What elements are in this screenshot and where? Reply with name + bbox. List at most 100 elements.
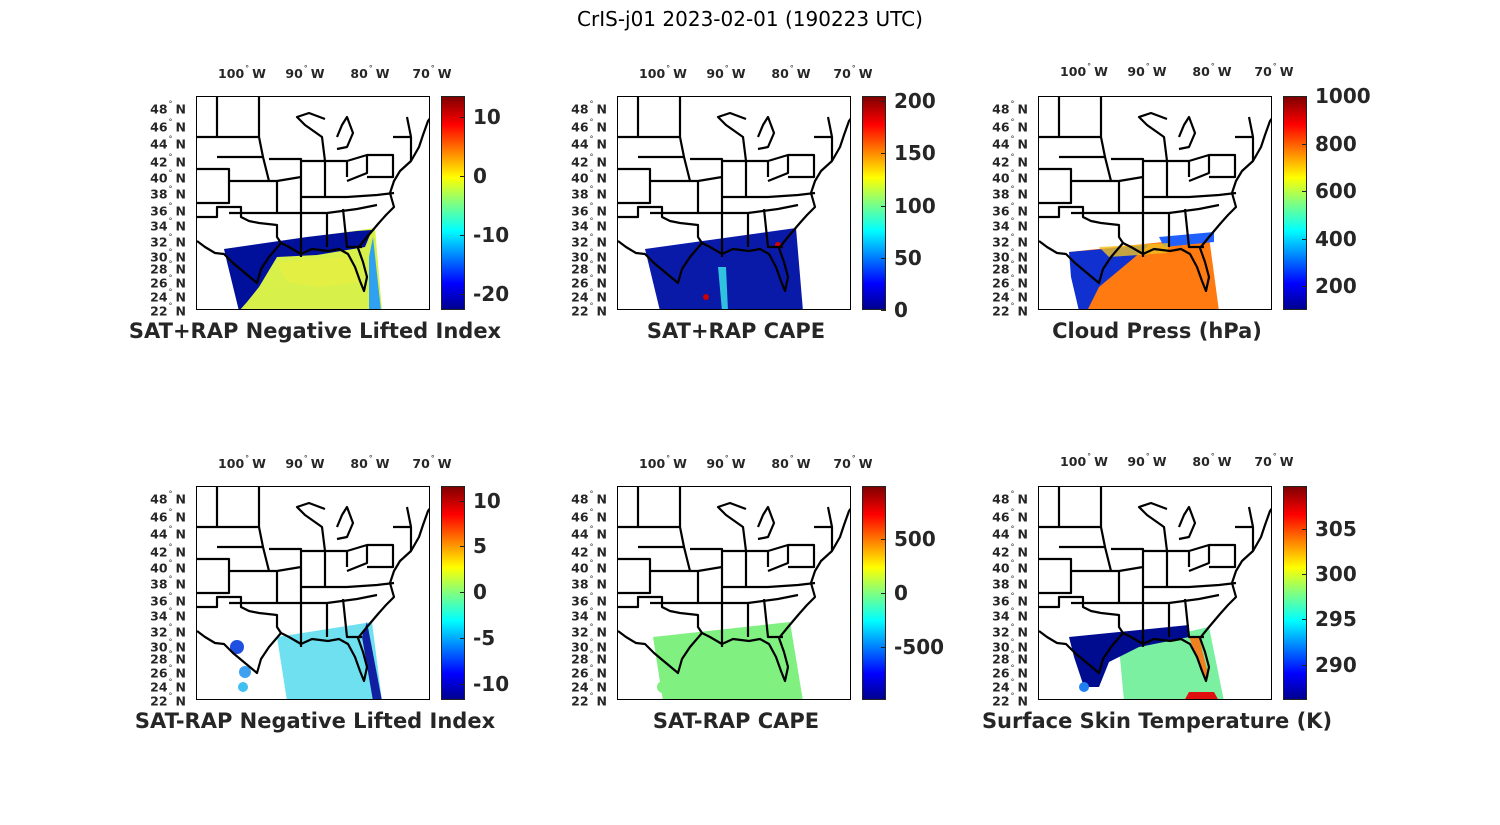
latitude-suffix: N <box>175 593 186 609</box>
latitude-suffix: N <box>175 608 186 624</box>
latitude-label: 24° N <box>150 677 186 695</box>
map-axes <box>196 96 430 310</box>
colorbar-tick-mark <box>881 539 886 540</box>
latitude-value: 30 <box>150 249 168 265</box>
latitude-suffix: N <box>1017 154 1028 170</box>
latitude-value: 24 <box>150 289 168 305</box>
latitude-suffix: N <box>1017 289 1028 305</box>
longitude-value: 100 <box>1060 454 1087 469</box>
latitude-suffix: N <box>175 639 186 655</box>
latitude-label: 40° N <box>571 558 607 576</box>
latitude-label: 44° N <box>150 134 186 152</box>
longitude-value: 100 <box>218 456 245 471</box>
data-swath <box>230 622 382 699</box>
latitude-label: 28° N <box>150 259 186 277</box>
latitude-suffix: N <box>596 289 607 305</box>
latitude-label: 28° N <box>992 259 1028 277</box>
latitude-suffix: N <box>596 639 607 655</box>
latitude-value: 42 <box>150 154 168 170</box>
latitude-value: 48 <box>150 491 168 507</box>
latitude-suffix: N <box>1017 303 1028 319</box>
latitude-value: 40 <box>150 170 168 186</box>
longitude-value: 100 <box>639 456 666 471</box>
latitude-label: 32° N <box>571 232 607 250</box>
latitude-value: 42 <box>571 544 589 560</box>
colorbar-tick-label: 290 <box>1315 652 1357 677</box>
latitude-suffix: N <box>1017 234 1028 250</box>
figure-title: CrIS-j01 2023-02-01 (190223 UTC) <box>577 7 923 31</box>
latitude-suffix: N <box>175 249 186 265</box>
longitude-label: 90° W <box>1127 452 1167 469</box>
latitude-suffix: N <box>1017 665 1028 681</box>
longitude-value: 70 <box>833 456 851 471</box>
colorbar-tick-mark <box>460 546 465 548</box>
colorbar-tick-label: 150 <box>894 141 936 166</box>
latitude-suffix: N <box>596 101 607 117</box>
colorbar-tick-label: 400 <box>1315 226 1357 251</box>
longitude-suffix: W <box>437 66 452 81</box>
longitude-label: 70° W <box>833 454 873 471</box>
longitude-value: 80 <box>771 456 789 471</box>
latitude-value: 22 <box>571 693 589 709</box>
latitude-value: 38 <box>150 186 168 202</box>
latitude-label: 22° N <box>150 691 186 709</box>
longitude-value: 80 <box>1192 454 1210 469</box>
latitude-label: 28° N <box>992 649 1028 667</box>
longitude-label: 90° W <box>706 64 746 81</box>
latitude-suffix: N <box>596 275 607 291</box>
colorbar-tick-label: -10 <box>473 223 510 248</box>
longitude-suffix: W <box>731 66 746 81</box>
panel-title: Cloud Press (hPa) <box>1052 319 1262 343</box>
longitude-suffix: W <box>1279 454 1294 469</box>
latitude-value: 24 <box>992 679 1010 695</box>
colorbar-tick-mark <box>1302 528 1307 530</box>
latitude-suffix: N <box>596 576 607 592</box>
latitude-suffix: N <box>175 275 186 291</box>
latitude-suffix: N <box>596 170 607 186</box>
latitude-suffix: N <box>596 693 607 709</box>
latitude-value: 24 <box>992 289 1010 305</box>
latitude-label: 32° N <box>150 232 186 250</box>
latitude-value: 38 <box>571 186 589 202</box>
colorbar-tick-label: 0 <box>473 164 487 189</box>
map-panel: 100° W 90° W 80° W 70° W 48° N 46° N 44° N 42° N 40° N 38°… <box>942 60 1412 360</box>
latitude-suffix: N <box>1017 218 1028 234</box>
latitude-label: 38° N <box>571 574 607 592</box>
panel-title: SAT-RAP CAPE <box>652 709 820 733</box>
latitude-value: 48 <box>992 491 1010 507</box>
latitude-label: 36° N <box>992 201 1028 219</box>
latitude-suffix: N <box>1017 186 1028 202</box>
colorbar-tick-mark <box>1302 143 1307 145</box>
latitude-suffix: N <box>175 154 186 170</box>
latitude-label: 38° N <box>992 574 1028 592</box>
latitude-label: 42° N <box>150 152 186 170</box>
latitude-label: 30° N <box>992 637 1028 655</box>
us-state-map <box>197 97 429 309</box>
latitude-label: 44° N <box>571 134 607 152</box>
latitude-value: 22 <box>150 693 168 709</box>
longitude-value: 90 <box>285 456 303 471</box>
latitude-suffix: N <box>596 203 607 219</box>
latitude-suffix: N <box>1017 136 1028 152</box>
latitude-label: 44° N <box>992 134 1028 152</box>
longitude-suffix: W <box>310 456 325 471</box>
latitude-label: 34° N <box>992 606 1028 624</box>
latitude-label: 28° N <box>571 259 607 277</box>
latitude-label: 36° N <box>571 201 607 219</box>
colorbar-tick-label: -5 <box>473 626 496 651</box>
colorbar-tick-label: 500 <box>894 527 936 551</box>
longitude-suffix: W <box>1094 454 1108 469</box>
map-axes <box>1038 96 1272 310</box>
latitude-value: 48 <box>992 101 1010 117</box>
latitude-suffix: N <box>596 154 607 170</box>
latitude-suffix: N <box>175 679 186 695</box>
latitude-suffix: N <box>1017 624 1028 640</box>
colorbar-tick-label: 0 <box>894 581 908 605</box>
latitude-label: 40° N <box>150 168 186 186</box>
latitude-suffix: N <box>175 261 186 277</box>
longitude-suffix: W <box>1152 64 1167 79</box>
latitude-value: 42 <box>992 154 1010 170</box>
colorbar-tick-mark <box>881 593 886 594</box>
latitude-label: 42° N <box>992 152 1028 170</box>
longitude-value: 70 <box>412 456 430 471</box>
